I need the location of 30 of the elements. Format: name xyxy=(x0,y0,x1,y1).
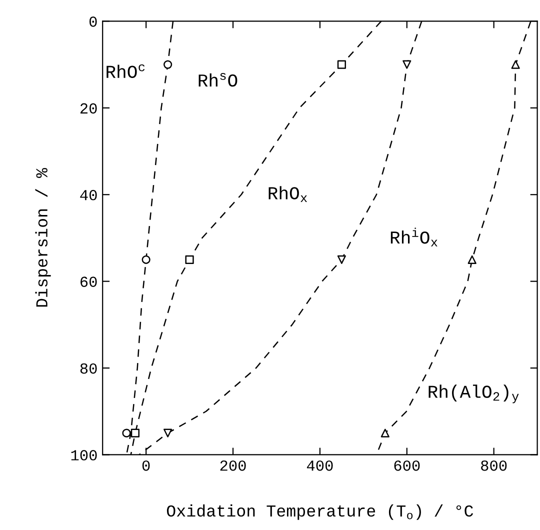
y-tick-label: 80 xyxy=(80,363,97,374)
annotation: RhO$^{c}$ xyxy=(106,64,145,78)
point xyxy=(337,60,346,69)
y-tick-label: 60 xyxy=(80,276,97,288)
x-tick-label: 600 xyxy=(394,460,420,471)
x-tick-label: 0 xyxy=(142,460,150,471)
x-axis-title: Oxidation Temperature (T$_{o}$) / °C xyxy=(166,504,474,520)
x-tick-label: 400 xyxy=(306,460,333,471)
point xyxy=(337,255,346,264)
y-axis-title: Dispersion / % xyxy=(35,168,51,307)
y-tick-label: 20 xyxy=(80,103,97,114)
point xyxy=(164,428,172,438)
annotation: Rh$^{i}$O$_{x}$ xyxy=(390,228,438,246)
y-tick-label: 100 xyxy=(71,450,97,460)
point xyxy=(468,255,476,264)
x-tick-label: 200 xyxy=(220,460,246,471)
point xyxy=(511,60,520,69)
point xyxy=(130,428,140,438)
annotation: Rh(AlO$_{2}$)$_{y}$ xyxy=(428,384,519,404)
annotation: RhO$_{x}$ xyxy=(268,186,308,202)
point xyxy=(122,428,131,438)
x-tick-label: 800 xyxy=(481,460,507,471)
annotation: Rh$^{s}$O xyxy=(198,73,238,87)
y-tick-label: 40 xyxy=(80,190,97,200)
point xyxy=(164,60,172,69)
y-tick-label: 0 xyxy=(89,16,97,27)
point xyxy=(185,255,194,264)
point xyxy=(402,60,412,69)
point xyxy=(380,428,390,438)
point xyxy=(142,255,150,264)
